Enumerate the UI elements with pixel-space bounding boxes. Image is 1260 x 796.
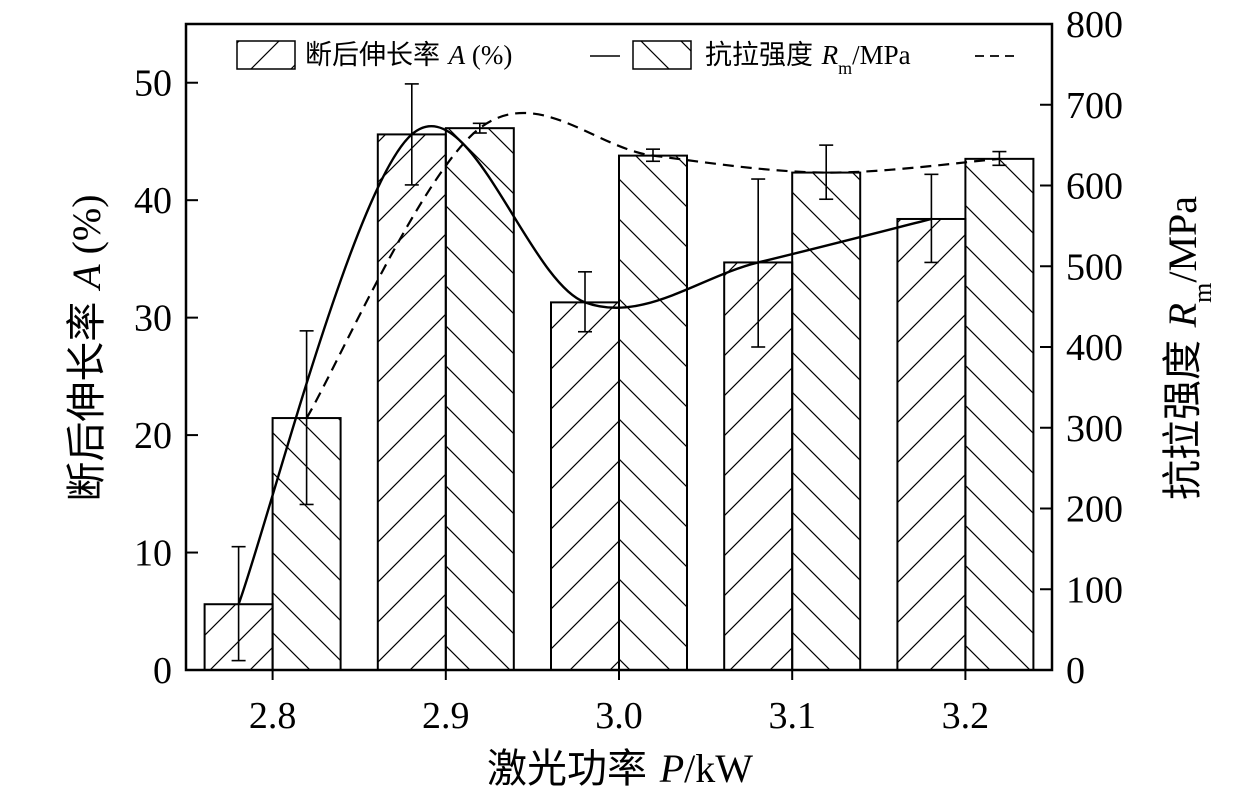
x-tick-label-0: 2.8 [249,695,297,737]
bar-elongation-2 [550,301,620,671]
bar-elongation-4 [896,217,967,671]
legend-swatch-strength [632,40,692,70]
bar-strength-1 [444,127,515,672]
y-right-tick-label-500: 500 [1066,246,1123,288]
bar-elongation-1 [376,133,447,671]
y-left-tick-label-10: 10 [134,533,172,575]
x-tick-label-3: 3.1 [768,695,816,737]
bar-strength-2 [618,154,688,671]
x-tick-label-1: 2.9 [422,695,470,737]
y-left-tick-label-30: 30 [134,298,172,340]
y-right-tick-label-100: 100 [1066,569,1123,611]
fit-curve-strength [305,111,1000,419]
legend-swatch-elongation [236,40,296,70]
error-bars-layer [231,83,1007,662]
y-right-tick-label-700: 700 [1066,85,1123,127]
bar-strength-4 [964,157,1035,671]
x-axis-title: 激光功率 P/kW [487,746,753,792]
y-axis-right-title: 抗拉强度 Rm/MPa [1160,196,1217,500]
y-left-tick-label-0: 0 [153,650,172,692]
y-right-tick-label-800: 800 [1066,4,1123,46]
y-right-tick-label-300: 300 [1066,408,1123,450]
y-left-tick-label-50: 50 [134,63,172,105]
x-tick-label-4: 3.2 [942,695,990,737]
curves-layer [237,111,1000,605]
y-right-tick-label-200: 200 [1066,489,1123,531]
legend-label-strength: 抗拉强度 Rm/MPa [705,40,911,78]
y-right-tick-label-0: 0 [1066,650,1085,692]
y-right-tick-label-400: 400 [1066,327,1123,369]
legend-label-elongation: 断后伸长率 A (%) [305,40,512,71]
bars-layer [203,127,1035,672]
legend: 断后伸长率 A (%) 抗拉强度 Rm/MPa [236,40,1020,78]
y-left-tick-label-40: 40 [134,180,172,222]
x-tick-label-2: 3.0 [595,695,643,737]
y-right-tick-label-600: 600 [1066,166,1123,208]
bar-strength-3 [791,171,862,672]
y-left-tick-label-20: 20 [134,415,172,457]
y-axis-left-title: 断后伸长率 A (%) [64,194,110,501]
fit-curve-elongation [237,125,932,605]
